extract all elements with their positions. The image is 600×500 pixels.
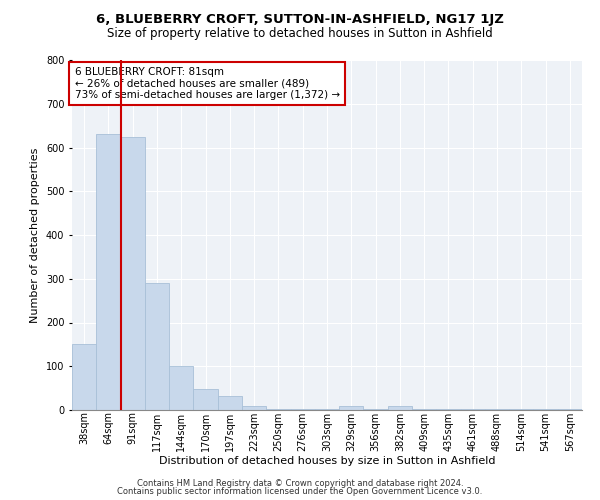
Bar (485, 409, 509, 410)
Bar (461, 409, 485, 410)
Bar (558, 409, 582, 410)
Bar (242, 406, 266, 410)
Bar (509, 409, 533, 410)
Bar (339, 406, 364, 410)
Bar (218, 396, 242, 410)
Text: 6 BLUEBERRY CROFT: 81sqm
← 26% of detached houses are smaller (489)
73% of semi-: 6 BLUEBERRY CROFT: 81sqm ← 26% of detach… (74, 67, 340, 100)
Bar (96, 134, 121, 410)
Text: 6, BLUEBERRY CROFT, SUTTON-IN-ASHFIELD, NG17 1JZ: 6, BLUEBERRY CROFT, SUTTON-IN-ASHFIELD, … (96, 12, 504, 26)
Bar (193, 389, 218, 410)
Bar (388, 406, 412, 410)
Bar (266, 409, 290, 410)
Text: Contains HM Land Registry data © Crown copyright and database right 2024.: Contains HM Land Registry data © Crown c… (137, 478, 463, 488)
Bar (290, 409, 315, 410)
Bar (169, 366, 193, 410)
Bar (72, 344, 96, 410)
Text: Size of property relative to detached houses in Sutton in Ashfield: Size of property relative to detached ho… (107, 28, 493, 40)
Bar (364, 409, 388, 410)
Bar (436, 409, 461, 410)
Bar (145, 283, 169, 410)
Bar (533, 409, 558, 410)
X-axis label: Distribution of detached houses by size in Sutton in Ashfield: Distribution of detached houses by size … (159, 456, 495, 466)
Bar (412, 409, 436, 410)
Bar (315, 409, 339, 410)
Text: Contains public sector information licensed under the Open Government Licence v3: Contains public sector information licen… (118, 487, 482, 496)
Y-axis label: Number of detached properties: Number of detached properties (31, 148, 40, 322)
Bar (121, 138, 145, 410)
